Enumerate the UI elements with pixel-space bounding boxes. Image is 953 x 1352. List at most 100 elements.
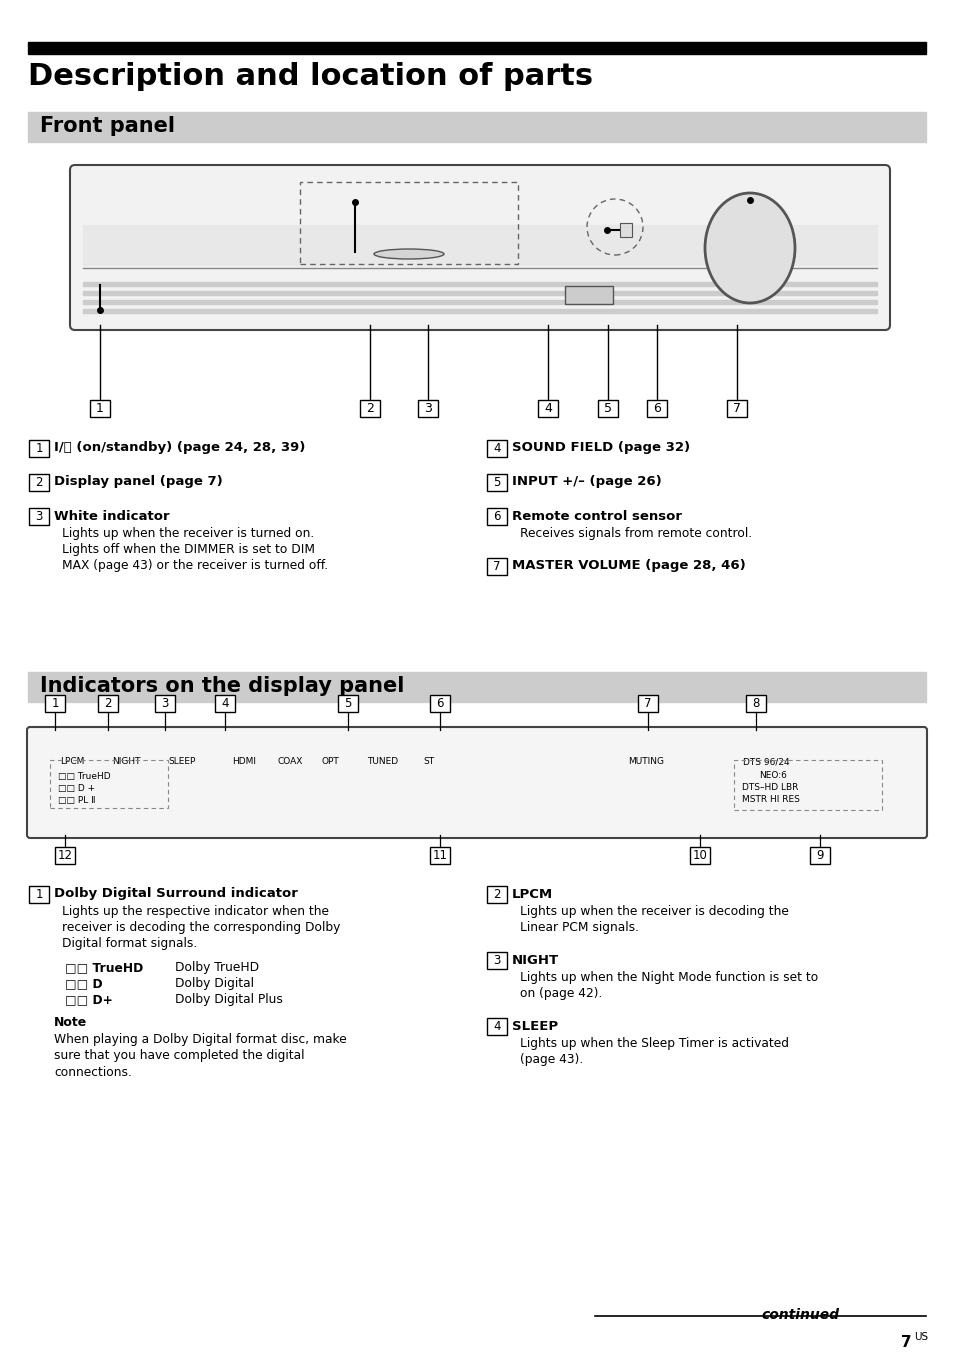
Text: When playing a Dolby Digital format disc, make: When playing a Dolby Digital format disc… (54, 1033, 346, 1046)
Bar (486, 558, 506, 575)
Text: Lights up the respective indicator when the: Lights up the respective indicator when … (62, 906, 329, 918)
Text: Description and location of parts: Description and location of parts (28, 62, 593, 91)
Bar (430, 695, 450, 713)
Text: Dolby Digital: Dolby Digital (174, 977, 253, 991)
Text: Lights up when the Sleep Timer is activated: Lights up when the Sleep Timer is activa… (519, 1037, 788, 1051)
Text: 1: 1 (35, 442, 43, 456)
Text: Lights off when the DIMMER is set to DIM: Lights off when the DIMMER is set to DIM (62, 544, 314, 557)
Bar (83, 291, 876, 295)
Bar (83, 224, 876, 265)
Text: 1: 1 (35, 888, 43, 900)
Text: 6: 6 (493, 510, 500, 523)
Text: 7: 7 (732, 402, 740, 415)
Text: Dolby Digital Surround indicator: Dolby Digital Surround indicator (54, 887, 297, 900)
Text: I/⏻ (on/standby) (page 24, 28, 39): I/⏻ (on/standby) (page 24, 28, 39) (54, 442, 305, 454)
Text: 3: 3 (35, 510, 43, 523)
Bar (50, 760, 168, 808)
Text: 4: 4 (493, 442, 500, 456)
Text: DTS–HD LBR: DTS–HD LBR (741, 784, 798, 792)
Text: Lights up when the receiver is turned on.: Lights up when the receiver is turned on… (62, 527, 314, 541)
Text: □□ TrueHD: □□ TrueHD (65, 961, 143, 975)
Bar (417, 400, 437, 416)
Text: 7: 7 (901, 1334, 911, 1351)
Bar (83, 310, 876, 314)
Text: MAX (page 43) or the receiver is turned off.: MAX (page 43) or the receiver is turned … (62, 560, 328, 572)
Text: OPT: OPT (322, 757, 339, 767)
Text: 1: 1 (96, 402, 104, 415)
Text: Receives signals from remote control.: Receives signals from remote control. (519, 527, 751, 541)
Text: Lights up when the Night Mode function is set to: Lights up when the Night Mode function i… (519, 972, 818, 984)
Text: 3: 3 (161, 698, 169, 710)
Text: MSTR HI RES: MSTR HI RES (741, 795, 799, 804)
Text: 8: 8 (752, 698, 759, 710)
Bar (689, 846, 709, 864)
Text: (page 43).: (page 43). (519, 1053, 582, 1067)
Text: □□ D: □□ D (65, 977, 103, 991)
Ellipse shape (704, 193, 794, 303)
Ellipse shape (374, 249, 443, 260)
Bar (29, 508, 49, 525)
Bar (619, 223, 631, 237)
Bar (29, 886, 49, 903)
Text: Dolby Digital Plus: Dolby Digital Plus (174, 994, 283, 1006)
Bar (486, 952, 506, 969)
Text: 10: 10 (692, 849, 707, 863)
Text: TUNED: TUNED (367, 757, 397, 767)
Text: Front panel: Front panel (40, 116, 174, 137)
Text: DTS 96/24: DTS 96/24 (742, 757, 789, 767)
Bar (745, 695, 765, 713)
Bar (598, 400, 618, 416)
Text: Indicators on the display panel: Indicators on the display panel (40, 676, 404, 696)
Bar (726, 400, 746, 416)
Text: sure that you have completed the digital: sure that you have completed the digital (54, 1049, 304, 1063)
Bar (214, 695, 234, 713)
Text: MASTER VOLUME (page 28, 46): MASTER VOLUME (page 28, 46) (512, 560, 745, 572)
Bar (486, 508, 506, 525)
Text: 4: 4 (543, 402, 552, 415)
Bar (430, 846, 450, 864)
Text: 4: 4 (493, 1019, 500, 1033)
Text: 2: 2 (493, 888, 500, 900)
Bar (29, 439, 49, 457)
Text: Linear PCM signals.: Linear PCM signals. (519, 922, 639, 934)
Text: US: US (913, 1332, 927, 1343)
Text: □□ D+: □□ D+ (65, 994, 112, 1006)
Text: 7: 7 (643, 698, 651, 710)
Bar (646, 400, 666, 416)
Text: 4: 4 (221, 698, 229, 710)
Text: 5: 5 (344, 698, 352, 710)
Text: 1: 1 (51, 698, 59, 710)
Text: NIGHT: NIGHT (112, 757, 140, 767)
Bar (359, 400, 379, 416)
Text: □□ PL Ⅱ: □□ PL Ⅱ (58, 795, 95, 804)
Bar (486, 1018, 506, 1036)
Text: COAX: COAX (277, 757, 303, 767)
Bar (28, 42, 925, 54)
Text: SLEEP: SLEEP (168, 757, 195, 767)
Bar (90, 400, 110, 416)
Bar (537, 400, 558, 416)
Text: Note: Note (54, 1017, 87, 1029)
Bar (83, 300, 876, 304)
Text: Lights up when the receiver is decoding the: Lights up when the receiver is decoding … (519, 906, 788, 918)
Text: 6: 6 (653, 402, 660, 415)
Text: 2: 2 (104, 698, 112, 710)
Text: 6: 6 (436, 698, 443, 710)
Bar (45, 695, 65, 713)
Text: on (page 42).: on (page 42). (519, 987, 601, 1000)
Bar (337, 695, 357, 713)
Text: continued: continued (760, 1307, 838, 1322)
Text: Dolby TrueHD: Dolby TrueHD (174, 961, 259, 975)
Text: HDMI: HDMI (232, 757, 255, 767)
Text: 2: 2 (366, 402, 374, 415)
Text: receiver is decoding the corresponding Dolby: receiver is decoding the corresponding D… (62, 922, 340, 934)
Bar (809, 846, 829, 864)
Text: Remote control sensor: Remote control sensor (512, 510, 681, 522)
Bar (486, 886, 506, 903)
Bar (98, 695, 118, 713)
Text: 2: 2 (35, 476, 43, 489)
Bar (83, 283, 876, 287)
Bar (486, 475, 506, 491)
Text: NEO:6: NEO:6 (759, 772, 786, 780)
Bar (638, 695, 658, 713)
